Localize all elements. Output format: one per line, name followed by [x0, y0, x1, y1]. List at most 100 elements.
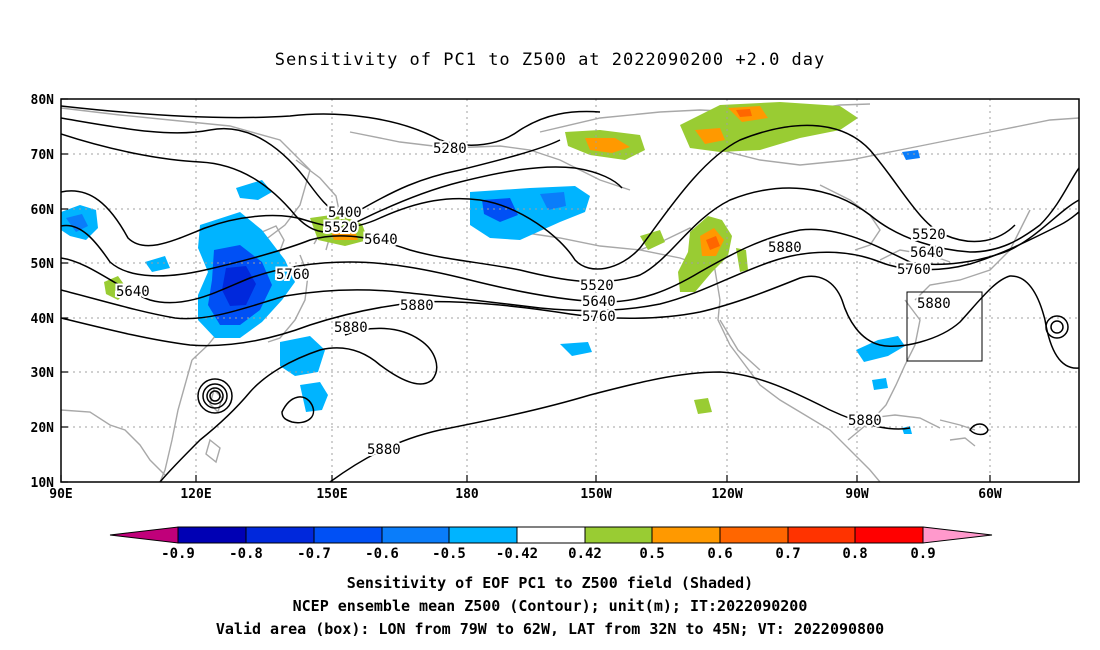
- colorbar-segment: [177, 526, 247, 544]
- negative-region-canada: [902, 150, 920, 160]
- colorbar-segment: [584, 526, 653, 544]
- colorbar-segment: [787, 526, 856, 544]
- negative-region-pacific-south: [300, 382, 328, 412]
- contour-label: 5640: [582, 294, 616, 310]
- colorbar-label: 0.42: [568, 546, 602, 562]
- lon-label-150w: 150W: [580, 487, 611, 502]
- contour-label: 5880: [768, 240, 802, 256]
- contour-label: 5880: [400, 298, 434, 314]
- lon-label-120e: 120E: [180, 487, 211, 502]
- lon-label-60w: 60W: [978, 487, 1002, 502]
- colorbar-label: 0.7: [775, 546, 800, 562]
- contour-label: 5520: [580, 278, 614, 294]
- lon-label-90w: 90W: [845, 487, 869, 502]
- contour-label: 5640: [364, 232, 398, 248]
- colorbar-label: 0.9: [910, 546, 935, 562]
- contour-label: 5880: [917, 296, 951, 312]
- colorbar-label: -0.9: [161, 546, 195, 562]
- colorbar-label: -0.42: [496, 546, 538, 562]
- shading-negative: [61, 150, 920, 434]
- lat-label-60n: 60N: [31, 203, 55, 218]
- contour-label: 5880: [334, 320, 368, 336]
- colorbar-low-triangle: [109, 526, 179, 544]
- contour-label: 5520: [912, 227, 946, 243]
- contour-label: 5400: [328, 205, 362, 221]
- contour-label: 5880: [848, 413, 882, 429]
- atlantic-low-1: [1045, 315, 1069, 339]
- lat-label-70n: 70N: [31, 148, 55, 163]
- lon-label-120w: 120W: [711, 487, 742, 502]
- contour-label: 5520: [324, 220, 358, 236]
- z500-contours: [61, 105, 1079, 482]
- colorbar-label: 0.6: [707, 546, 732, 562]
- axis-ticks: [60, 98, 991, 483]
- negative-region-small-1: [145, 256, 170, 272]
- contour-label: 5760: [276, 267, 310, 283]
- positive-region-west-na-inner: [706, 236, 720, 250]
- caption-line-2: NCEP ensemble mean Z500 (Contour); unit(…: [292, 597, 808, 615]
- atlantic-low-2: [1050, 320, 1064, 334]
- negative-region-bering-core: [482, 198, 518, 222]
- positive-region-west-na-2: [736, 248, 748, 272]
- colorbar-segment: [516, 526, 586, 544]
- negative-region-bering-core-2: [540, 192, 566, 210]
- colorbar-segment: [651, 526, 721, 544]
- colorbar-label: 0.5: [639, 546, 664, 562]
- colorbar-label: 0.8: [842, 546, 867, 562]
- contour-label: 5280: [433, 141, 467, 157]
- negative-region-central-pacific: [560, 342, 592, 356]
- latitude-labels: 80N 70N 60N 50N 40N 30N 20N 10N: [31, 93, 55, 491]
- colorbar-label: -0.8: [229, 546, 263, 562]
- valid-area-box: [906, 291, 983, 362]
- colorbar-labels: -0.9 -0.8 -0.7 -0.6 -0.5 -0.42 0.42 0.5 …: [161, 546, 936, 562]
- negative-region-west-pacific-inner: [222, 266, 256, 306]
- lat-label-50n: 50N: [31, 257, 55, 272]
- positive-region-pacific-small: [694, 398, 712, 414]
- contour-label: 5880: [367, 442, 401, 458]
- typhoon-contour-2: [202, 383, 228, 409]
- longitude-labels: 90E 120E 150E 180 150W 120W 90W 60W: [49, 487, 1002, 502]
- positive-region-alaska: [640, 230, 665, 250]
- colorbar-high-triangle: [922, 526, 993, 544]
- lon-label-150e: 150E: [316, 487, 347, 502]
- contour-label: 5760: [897, 262, 931, 278]
- grid-lines: [61, 99, 1079, 482]
- colorbar-label: -0.5: [432, 546, 466, 562]
- colorbar-label: -0.6: [365, 546, 399, 562]
- typhoon-contour-1: [197, 378, 233, 414]
- shading-positive: [104, 102, 858, 414]
- colorbar-segment: [245, 526, 315, 544]
- colorbar: [109, 526, 993, 544]
- negative-region-gulf: [872, 378, 888, 390]
- contour-label: 5760: [582, 309, 616, 325]
- colorbar-segment: [854, 526, 924, 544]
- negative-region-west-edge-core: [66, 214, 88, 232]
- contour-label: 5640: [910, 245, 944, 261]
- colorbar-segment: [448, 526, 518, 544]
- positive-region-arctic-2-core: [695, 128, 725, 144]
- lat-label-30n: 30N: [31, 366, 55, 381]
- negative-region-atlantic: [856, 336, 905, 362]
- lat-label-40n: 40N: [31, 312, 55, 327]
- lat-label-20n: 20N: [31, 421, 55, 436]
- typhoon-contour-3: [206, 387, 224, 405]
- contour-label-layer: 5280 5400 5520 5640 5640 5760 5880 5880 …: [114, 139, 953, 460]
- caption-line-3: Valid area (box): LON from 79W to 62W, L…: [215, 620, 885, 638]
- typhoon-contour-4: [209, 390, 221, 402]
- colorbar-segment: [719, 526, 789, 544]
- colorbar-segment: [313, 526, 383, 544]
- positive-region-arctic-2-core-c: [736, 109, 752, 117]
- caption-line-1: Sensitivity of EOF PC1 to Z500 field (Sh…: [346, 574, 754, 592]
- figure-title: Sensitivity of PC1 to Z500 at 2022090200…: [274, 50, 826, 70]
- map-frame: [60, 98, 1080, 483]
- lat-label-80n: 80N: [31, 93, 55, 108]
- contour-label: 5640: [116, 284, 150, 300]
- colorbar-label: -0.7: [297, 546, 331, 562]
- positive-region-west: [104, 276, 128, 300]
- lat-label-10n: 10N: [31, 476, 55, 491]
- colorbar-segment: [381, 526, 450, 544]
- lon-label-90e: 90E: [49, 487, 72, 502]
- lon-label-180: 180: [455, 487, 479, 502]
